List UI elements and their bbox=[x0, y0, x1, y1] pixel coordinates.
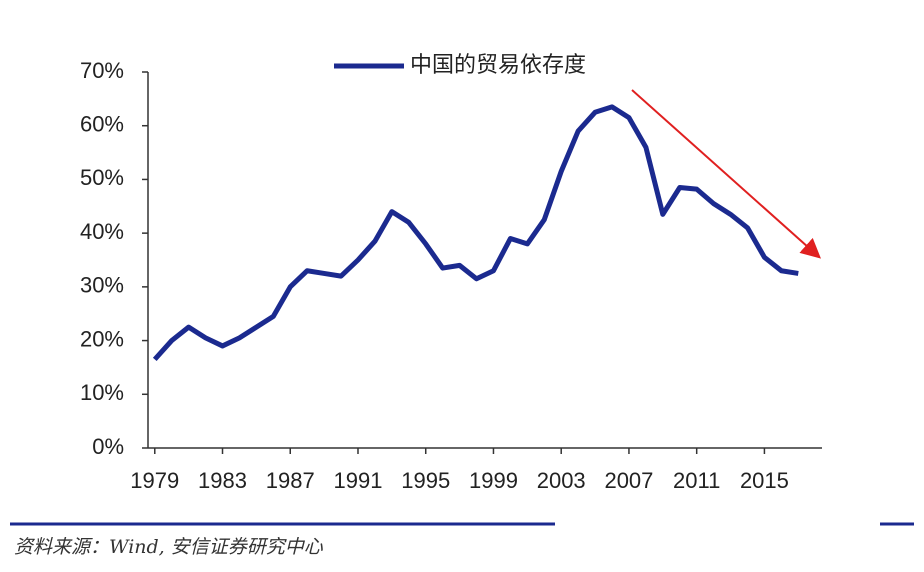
y-tick-label: 50% bbox=[80, 165, 124, 190]
legend-label: 中国的贸易依存度 bbox=[410, 52, 586, 77]
trend-arrow bbox=[631, 89, 821, 259]
y-tick-label: 60% bbox=[80, 112, 124, 137]
x-tick-label: 1995 bbox=[401, 468, 450, 493]
x-tick-label: 2011 bbox=[673, 468, 720, 493]
series-line bbox=[152, 104, 799, 362]
y-tick-label: 0% bbox=[92, 434, 124, 459]
x-tick-label: 1999 bbox=[469, 468, 518, 493]
x-tick-label: 2015 bbox=[740, 468, 789, 493]
y-tick-label: 30% bbox=[80, 273, 124, 298]
y-tick-label: 20% bbox=[80, 326, 124, 351]
x-tick-label: 1979 bbox=[130, 468, 179, 493]
x-tick-label: 1991 bbox=[334, 468, 383, 493]
source-note: 资料来源：Wind, 安信证券研究中心 bbox=[14, 536, 324, 558]
x-tick-label: 2007 bbox=[604, 468, 653, 493]
y-tick-label: 40% bbox=[80, 219, 124, 244]
y-tick-label: 70% bbox=[80, 58, 124, 83]
x-tick-label: 2003 bbox=[537, 468, 586, 493]
y-tick-label: 10% bbox=[80, 380, 124, 405]
x-tick-label: 1987 bbox=[266, 468, 315, 493]
x-tick-label: 1983 bbox=[198, 468, 247, 493]
